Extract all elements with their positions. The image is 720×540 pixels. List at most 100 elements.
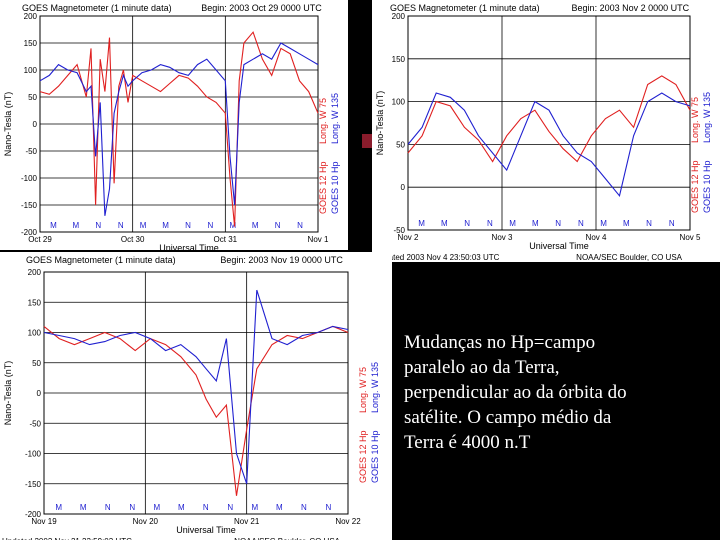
day-marker: M xyxy=(162,221,169,230)
footer-source: NOAA/SEC Boulder, CO USA xyxy=(234,537,340,540)
plot-frame xyxy=(407,15,691,231)
y-tick-label: 100 xyxy=(24,66,38,75)
caption-line: perpendicular ao da órbita do xyxy=(404,382,627,403)
chart-title: GOES Magnetometer (1 minute data) xyxy=(26,255,176,265)
legend-series-name: GOES 10 Hp xyxy=(370,430,380,483)
day-marker: M xyxy=(50,221,57,230)
plot-frame xyxy=(43,271,349,515)
y-tick-label: 200 xyxy=(24,12,38,21)
day-marker: M xyxy=(509,219,516,228)
day-marker: N xyxy=(95,221,101,230)
y-axis-label: Nano-Tesla (nT) xyxy=(3,92,13,157)
y-tick-label: 200 xyxy=(392,12,406,21)
chart-panel-nov19: GOES Magnetometer (1 minute data) Begin: … xyxy=(0,252,392,540)
day-marker: M xyxy=(252,503,259,512)
day-marker: N xyxy=(301,503,307,512)
legend-series-name: GOES 12 Hp xyxy=(318,161,328,214)
day-marker: N xyxy=(275,221,281,230)
y-tick-label: 100 xyxy=(28,329,42,338)
y-tick-label: 50 xyxy=(396,140,405,149)
day-marker: N xyxy=(227,503,233,512)
chart-title: GOES Magnetometer (1 minute data) xyxy=(22,3,172,13)
day-marker: N xyxy=(555,219,561,228)
day-marker: M xyxy=(55,503,62,512)
x-tick-label: Nov 3 xyxy=(492,233,513,242)
y-tick-label: 150 xyxy=(392,55,406,64)
x-tick-label: Nov 2 xyxy=(398,233,419,242)
x-tick-label: Nov 19 xyxy=(31,517,57,526)
y-tick-label: -100 xyxy=(21,174,38,183)
day-marker: M xyxy=(140,221,147,230)
y-tick-label: 0 xyxy=(37,389,42,398)
day-marker: N xyxy=(118,221,124,230)
legend-series-name: GOES 10 Hp xyxy=(702,160,712,213)
day-marker: M xyxy=(252,221,259,230)
legend-series-name: GOES 12 Hp xyxy=(690,160,700,213)
y-tick-label: -100 xyxy=(25,450,42,459)
series-line xyxy=(407,92,691,198)
x-tick-label: Nov 20 xyxy=(133,517,159,526)
x-tick-label: Oct 31 xyxy=(214,235,238,244)
y-axis-label: Nano-Tesla (nT) xyxy=(375,91,385,156)
day-marker: N xyxy=(464,219,470,228)
y-tick-label: -150 xyxy=(25,480,42,489)
y-tick-label: 200 xyxy=(28,268,42,277)
y-tick-label: -50 xyxy=(393,226,405,235)
series-line xyxy=(39,31,319,227)
x-axis-label: Universal Time xyxy=(159,243,219,250)
y-tick-label: -200 xyxy=(25,510,42,519)
chart-begin-date: Begin: 2003 Oct 29 0000 UTC xyxy=(201,3,322,13)
magnetometer-chart-oct29: GOES Magnetometer (1 minute data) Begin: … xyxy=(3,3,340,250)
day-marker: N xyxy=(325,503,331,512)
y-tick-label: 0 xyxy=(33,120,38,129)
footer-updated: Updated 2003 Nov 4 23:50:03 UTC xyxy=(374,253,500,262)
day-marker: N xyxy=(185,221,191,230)
accent-block xyxy=(362,134,372,148)
legend-series-longitude: Long. W 75 xyxy=(318,98,328,144)
caption-line: satélite. O campo médio da xyxy=(404,407,612,428)
chart-title: GOES Magnetometer (1 minute data) xyxy=(390,3,540,13)
x-tick-label: Oct 30 xyxy=(121,235,145,244)
day-marker: M xyxy=(153,503,160,512)
series-line xyxy=(43,289,349,484)
y-tick-label: -50 xyxy=(29,419,41,428)
day-marker: N xyxy=(207,221,213,230)
legend-series-longitude: Long. W 135 xyxy=(370,362,380,413)
day-marker: M xyxy=(441,219,448,228)
legend-series-longitude: Long. W 75 xyxy=(690,97,700,143)
day-marker: N xyxy=(129,503,135,512)
y-tick-label: 150 xyxy=(28,298,42,307)
y-tick-label: 150 xyxy=(24,39,38,48)
legend-series-longitude: Long. W 135 xyxy=(702,92,712,143)
series-line xyxy=(39,42,319,216)
x-tick-label: Nov 21 xyxy=(234,517,260,526)
plot-frame xyxy=(39,15,319,233)
day-marker: M xyxy=(73,221,80,230)
chart-begin-date: Begin: 2003 Nov 2 0000 UTC xyxy=(572,3,690,13)
x-axis-label: Universal Time xyxy=(176,525,236,535)
series-line xyxy=(407,75,691,163)
x-tick-label: Nov 1 xyxy=(308,235,329,244)
y-tick-label: -50 xyxy=(25,147,37,156)
day-marker: N xyxy=(669,219,675,228)
day-marker: M xyxy=(178,503,185,512)
day-marker: M xyxy=(276,503,283,512)
caption-line: Terra é 4000 n.T xyxy=(404,432,531,453)
chart-panel-nov2: GOES Magnetometer (1 minute data) Begin: … xyxy=(372,0,720,262)
day-marker: M xyxy=(532,219,539,228)
y-tick-label: 50 xyxy=(32,359,41,368)
y-tick-label: 50 xyxy=(28,93,37,102)
y-tick-label: -150 xyxy=(21,201,38,210)
chart-begin-date: Begin: 2003 Nov 19 0000 UTC xyxy=(220,255,343,265)
day-marker: N xyxy=(203,503,209,512)
day-marker: M xyxy=(229,221,236,230)
legend-series-longitude: Long. W 75 xyxy=(358,367,368,413)
series-line xyxy=(43,325,349,496)
y-tick-label: -200 xyxy=(21,228,38,237)
x-tick-label: Oct 29 xyxy=(28,235,52,244)
day-marker: M xyxy=(418,219,425,228)
caption-line: paralelo ao da Terra, xyxy=(404,357,560,378)
legend-series-longitude: Long. W 135 xyxy=(330,93,340,144)
y-axis-label: Nano-Tesla (nT) xyxy=(3,361,13,426)
day-marker: N xyxy=(646,219,652,228)
